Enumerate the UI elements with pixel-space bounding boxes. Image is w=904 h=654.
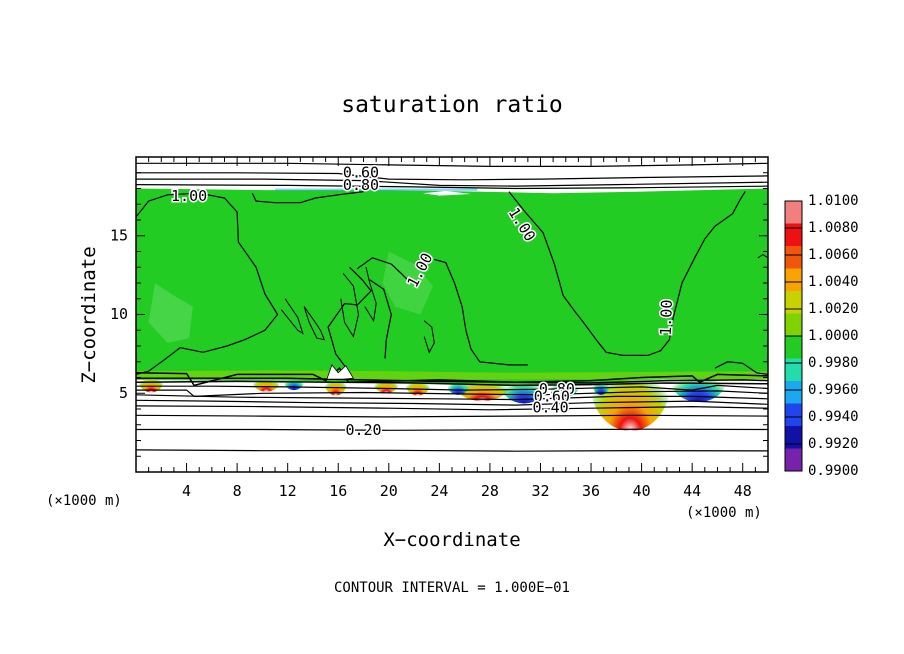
x-tick-label: 28 — [481, 482, 499, 500]
colorbar-label: 0.9980 — [808, 355, 859, 371]
colorbar-swatch — [785, 201, 802, 224]
contour-line-upper — [136, 172, 768, 181]
contour-label: 0.80 — [539, 380, 575, 398]
x-tick-label: 8 — [233, 482, 242, 500]
contour-line-1.00 — [423, 320, 435, 354]
colorbar-swatch — [785, 268, 802, 292]
x-unit-right: (×1000 m) — [686, 505, 762, 521]
colorbar-label: 1.0040 — [808, 274, 859, 290]
contour-line-1.00 — [251, 191, 364, 204]
colorbar-label: 0.9960 — [808, 382, 859, 398]
contour-line-1.00 — [508, 191, 746, 356]
colorbar-swatch — [785, 291, 802, 314]
contour-label: 1.00 — [171, 187, 207, 205]
x-tick-label: 48 — [734, 482, 752, 500]
y-tick-label: 10 — [110, 305, 128, 323]
x-tick-label: 20 — [380, 482, 398, 500]
field-main — [136, 188, 768, 385]
contour-line-lower — [136, 449, 768, 452]
contour-line-1.00 — [757, 254, 768, 259]
x-tick-label: 16 — [329, 482, 347, 500]
contour-line-1.00 — [434, 258, 528, 366]
contour-interval-note: CONTOUR INTERVAL = 1.000E−01 — [334, 580, 570, 596]
contour-line-1.00 — [369, 279, 392, 359]
contour-label: 0.60 — [534, 388, 570, 406]
colorbar-label: 1.0100 — [808, 193, 859, 209]
colorbar-label: 1.0000 — [808, 328, 859, 344]
contour-line-lower — [136, 405, 768, 411]
contour-line-lower — [136, 399, 768, 406]
x-tick-label: 36 — [582, 482, 600, 500]
warm-spot — [138, 367, 164, 393]
contour-line-1.00 — [136, 192, 279, 375]
x-tick-label: 40 — [633, 482, 651, 500]
x-tick-label: 12 — [279, 482, 297, 500]
colorbar-label: 1.0060 — [808, 247, 859, 263]
colorbar-label: 0.9900 — [808, 463, 859, 479]
x-unit-left: (×1000 m) — [46, 493, 122, 509]
contour-line-lower — [136, 377, 768, 384]
contour-line-1.00 — [356, 257, 409, 281]
x-tick-label: 24 — [430, 482, 448, 500]
contour-line-lower — [136, 428, 768, 431]
x-tick-label: 4 — [182, 482, 191, 500]
colorbar-swatch — [785, 336, 802, 359]
contour-line-1.00 — [327, 266, 372, 375]
contour-line-1.00 — [281, 298, 304, 335]
colorbar-label: 0.9920 — [808, 436, 859, 452]
chart-title: saturation ratio — [341, 92, 563, 118]
colorbar-swatch — [785, 403, 802, 427]
contour-label: 0.20 — [345, 421, 381, 439]
colorbar-label: 1.0020 — [808, 301, 859, 317]
contour-line-lower — [136, 414, 768, 418]
y-tick-label: 5 — [119, 384, 128, 402]
colorbar-swatch — [785, 246, 802, 269]
cool-spot — [283, 371, 305, 391]
contour-label: 0.80 — [343, 176, 379, 194]
x-axis-ticks: 4 8 12 16 20 24 28 32 36 40 44 48 — [148, 157, 756, 500]
contour-line-lower — [136, 384, 768, 391]
contour-line-1.00 — [340, 273, 360, 338]
colorbar-swatch — [785, 313, 802, 337]
x-axis-label: X−coordinate — [383, 529, 520, 551]
terrain-gap — [422, 190, 471, 196]
contour-line-upper — [136, 184, 768, 190]
contour-label: 0.40 — [533, 399, 569, 417]
colorbar-swatch — [785, 358, 802, 382]
colorbar-label: 0.9940 — [808, 409, 859, 425]
contour-line-lower — [136, 380, 768, 387]
field-light-patch — [148, 283, 193, 343]
contour-line-1.00 — [714, 361, 768, 375]
warm-spot — [454, 366, 511, 402]
y-axis-label: Z−coordinate — [78, 246, 100, 383]
colorbar: 1.0100 1.0080 1.0060 1.0040 1.0020 1.0000 0.99… — [784, 193, 859, 479]
contour-line-lower — [136, 389, 768, 398]
contour-label: 1.00 — [657, 299, 676, 336]
terrain-gap — [326, 364, 355, 380]
x-tick-label: 44 — [683, 482, 701, 500]
colorbar-swatch — [785, 381, 802, 404]
contour-label: 0.60 — [343, 163, 379, 181]
contour-line-upper — [136, 178, 768, 187]
colorbar-swatch — [785, 426, 802, 449]
contour-line-lower — [136, 394, 768, 401]
colorbar-swatch — [785, 223, 802, 247]
x-tick-label: 32 — [531, 482, 549, 500]
y-axis-ticks: 5 10 15 — [110, 172, 768, 457]
colorbar-label: 1.0080 — [808, 220, 859, 236]
warm-spot — [252, 369, 281, 392]
contour-line-upper — [136, 162, 768, 167]
field-top-edge — [275, 188, 478, 191]
colorbar-swatch — [785, 448, 802, 472]
y-tick-label: 15 — [110, 226, 128, 244]
contour-line-1.00 — [303, 306, 326, 341]
contour-line-1.00 — [364, 267, 377, 323]
